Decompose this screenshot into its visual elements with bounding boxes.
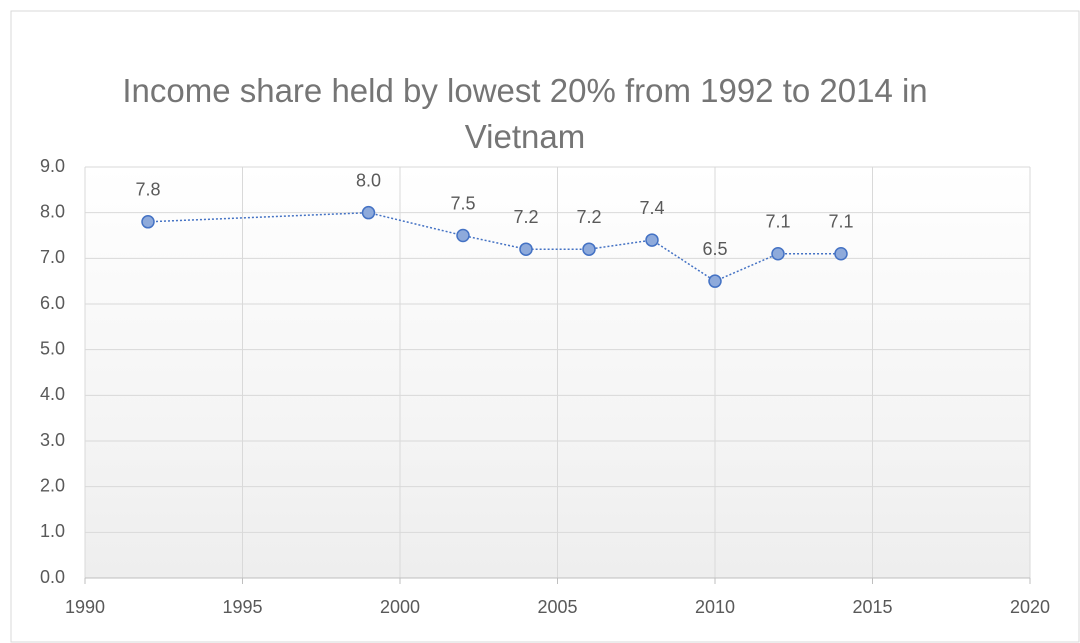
data-point: [645, 233, 659, 247]
x-tick-label: 2015: [852, 597, 892, 617]
x-tick-label: 2010: [695, 597, 735, 617]
chart-title: Income share held by lowest 20% from 199…: [122, 72, 928, 155]
y-tick-label: 2.0: [40, 475, 65, 495]
data-point: [582, 242, 596, 256]
data-label: 7.1: [828, 212, 853, 232]
data-point: [141, 215, 155, 229]
y-tick-label: 7.0: [40, 247, 65, 267]
x-tick-label: 1990: [65, 597, 105, 617]
y-tick-label: 4.0: [40, 384, 65, 404]
y-tick-label: 0.0: [40, 567, 65, 587]
chart-border: [10, 10, 1080, 643]
data-label: 7.8: [135, 180, 160, 200]
data-label: 7.2: [576, 207, 601, 227]
data-point: [708, 274, 722, 288]
y-tick-label: 8.0: [40, 201, 65, 221]
data-point: [519, 242, 533, 256]
data-label: 7.2: [513, 207, 538, 227]
data-label: 7.1: [765, 212, 790, 232]
data-point: [361, 205, 376, 220]
y-tick-label: 5.0: [40, 338, 65, 358]
y-tick-label: 6.0: [40, 293, 65, 313]
data-point: [834, 247, 848, 261]
y-tick-label: 1.0: [40, 521, 65, 541]
data-point: [456, 228, 470, 243]
x-tick-label: 2020: [1010, 597, 1050, 617]
y-tick-label: 9.0: [40, 156, 65, 176]
data-label: 7.5: [450, 193, 475, 213]
x-tick-label: 1995: [222, 597, 262, 617]
data-point: [771, 247, 785, 261]
x-tick-label: 2000: [380, 597, 420, 617]
data-label: 6.5: [702, 239, 727, 259]
x-tick-label: 2005: [537, 597, 577, 617]
data-label: 7.4: [639, 198, 664, 218]
data-label: 8.0: [356, 170, 381, 190]
y-tick-label: 3.0: [40, 430, 65, 450]
